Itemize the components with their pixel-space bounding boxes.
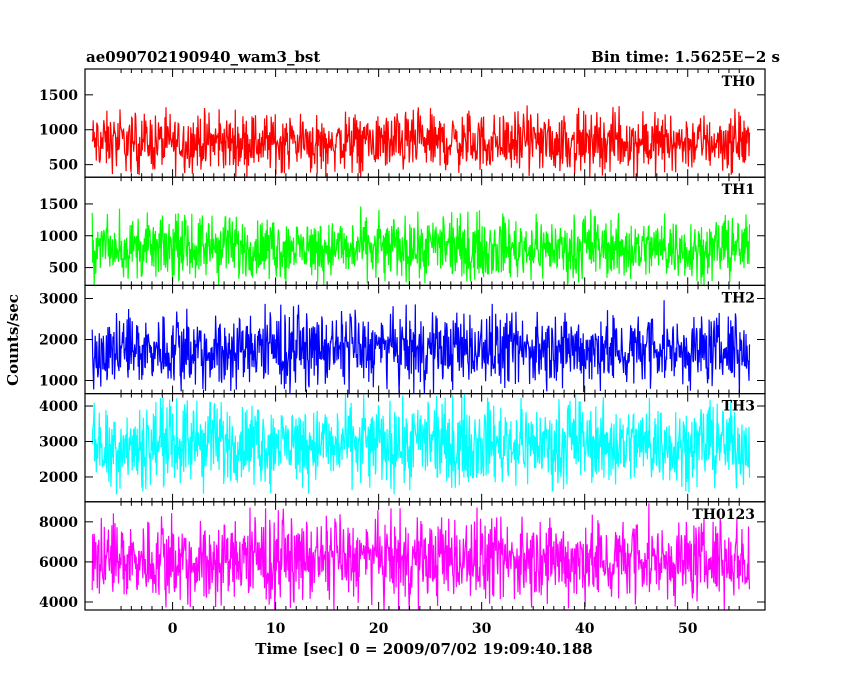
x-tick-label: 0 xyxy=(168,621,178,637)
panel-label-th1: TH1 xyxy=(722,182,755,198)
bin-time-label: Bin time: 1.5625E−2 s xyxy=(591,48,780,66)
y-tick-label: 1500 xyxy=(39,88,78,104)
series-th3-line xyxy=(91,393,751,495)
figure-title: ae090702190940_wam3_bst xyxy=(86,48,320,66)
x-tick-label: 40 xyxy=(575,621,595,637)
y-tick-label: 4000 xyxy=(39,399,78,415)
panel-frame xyxy=(84,501,766,611)
y-tick-label: 1500 xyxy=(39,197,78,213)
y-tick-label: 8000 xyxy=(39,515,78,531)
y-tick-label: 1000 xyxy=(39,373,78,389)
panels-group: 50010001500TH050010001500TH1100020003000… xyxy=(39,68,766,637)
panel-th3: 2000 3000 4000 TH3 xyxy=(39,393,766,503)
panel-label-th0: TH0 xyxy=(722,74,756,90)
x-axis-label: Time [sec] 0 = 2009/07/02 19:09:40.188 xyxy=(255,640,592,658)
panel-label-th3: TH3 xyxy=(722,399,755,415)
x-tick-label: 50 xyxy=(678,621,698,637)
panel-label-th2: TH2 xyxy=(722,290,755,306)
y-tick-label: 2000 xyxy=(39,470,78,486)
y-tick-label: 500 xyxy=(49,261,78,277)
panel-th0: 500 1000 1500 TH0 xyxy=(39,68,766,178)
y-tick-label: 1000 xyxy=(39,229,78,245)
y-tick-label: 2000 xyxy=(39,333,78,349)
panel-th2: 1000 2000 3000 TH2 xyxy=(39,284,766,395)
y-tick-label: 500 xyxy=(49,158,78,174)
x-tick-label: 10 xyxy=(266,621,286,637)
y-tick-label: 3000 xyxy=(39,434,78,450)
panel-label-th0123: TH0123 xyxy=(692,507,755,523)
y-axis-label: Counts/sec xyxy=(4,294,22,386)
series-th0-line xyxy=(91,105,751,178)
x-tick-label: 30 xyxy=(472,621,492,637)
series-th1-line xyxy=(91,206,751,286)
x-tick-label: 20 xyxy=(369,621,389,637)
series-th2-line xyxy=(91,300,751,394)
series-th0123-line xyxy=(91,503,751,611)
y-tick-label: 6000 xyxy=(39,555,78,571)
y-tick-label: 3000 xyxy=(39,292,78,308)
panel-th1: 500 1000 1500 TH1 xyxy=(39,176,766,286)
y-tick-label: 4000 xyxy=(39,595,78,611)
panel-th0123: 4000 6000 8000 TH0123 xyxy=(39,501,766,611)
y-tick-label: 1000 xyxy=(39,123,78,139)
